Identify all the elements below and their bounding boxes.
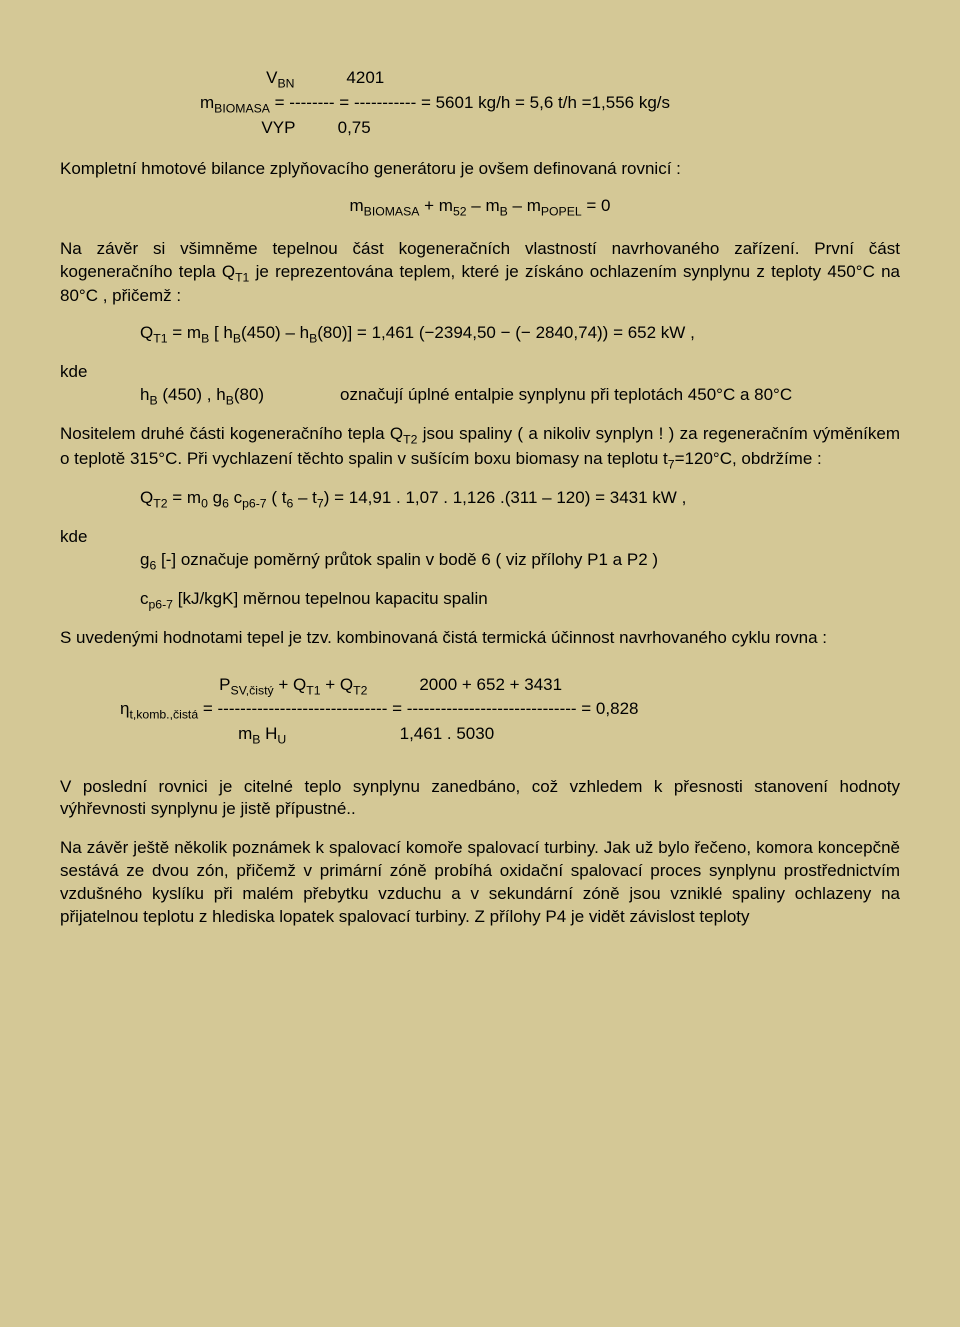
equation-efficiency: PSV,čistý + QT1 + QT2 2000 + 652 + 3431 …: [120, 674, 638, 748]
paragraph-4: S uvedenými hodnotami tepel je tzv. komb…: [60, 627, 900, 650]
kde1-symbol: hB (450) , hB(80): [140, 384, 340, 409]
paragraph-2: Na závěr si všimněme tepelnou část kogen…: [60, 238, 900, 309]
equation-qt1: QT1 = mB [ hB(450) – hB(80)] = 1,461 (−2…: [140, 322, 900, 347]
equation-qt2: QT2 = m0 g6 cp6-7 ( t6 – t7) = 14,91 . 1…: [140, 487, 900, 512]
definition-block-2: kde g6 [-] označuje poměrný průtok spali…: [60, 526, 900, 613]
paragraph-3: Nositelem druhé části kogeneračního tepl…: [60, 423, 900, 473]
definition-block-1: kde hB (450) , hB(80) označují úplné ent…: [60, 361, 900, 409]
kde-label-2: kde: [60, 526, 120, 549]
paragraph-5: V poslední rovnici je citelné teplo synp…: [60, 776, 900, 822]
equation-biomass-fraction: VBN 4201 mBIOMASA = -------- = ---------…: [200, 67, 900, 140]
equation-mass-balance: mBIOMASA + m52 – mB – mPOPEL = 0: [60, 195, 900, 220]
kde1-description: označují úplné entalpie synplynu při tep…: [340, 384, 900, 409]
kde2-row1: g6 [-] označuje poměrný průtok spalin v …: [140, 549, 900, 574]
paragraph-1: Kompletní hmotové bilance zplyňovacího g…: [60, 158, 900, 181]
kde2-row2: cp6-7 [kJ/kgK] měrnou tepelnou kapacitu …: [140, 588, 900, 613]
kde-label-1: kde: [60, 361, 120, 384]
document-content: VBN 4201 mBIOMASA = -------- = ---------…: [60, 67, 900, 929]
paragraph-6: Na závěr ještě několik poznámek k spalov…: [60, 837, 900, 929]
